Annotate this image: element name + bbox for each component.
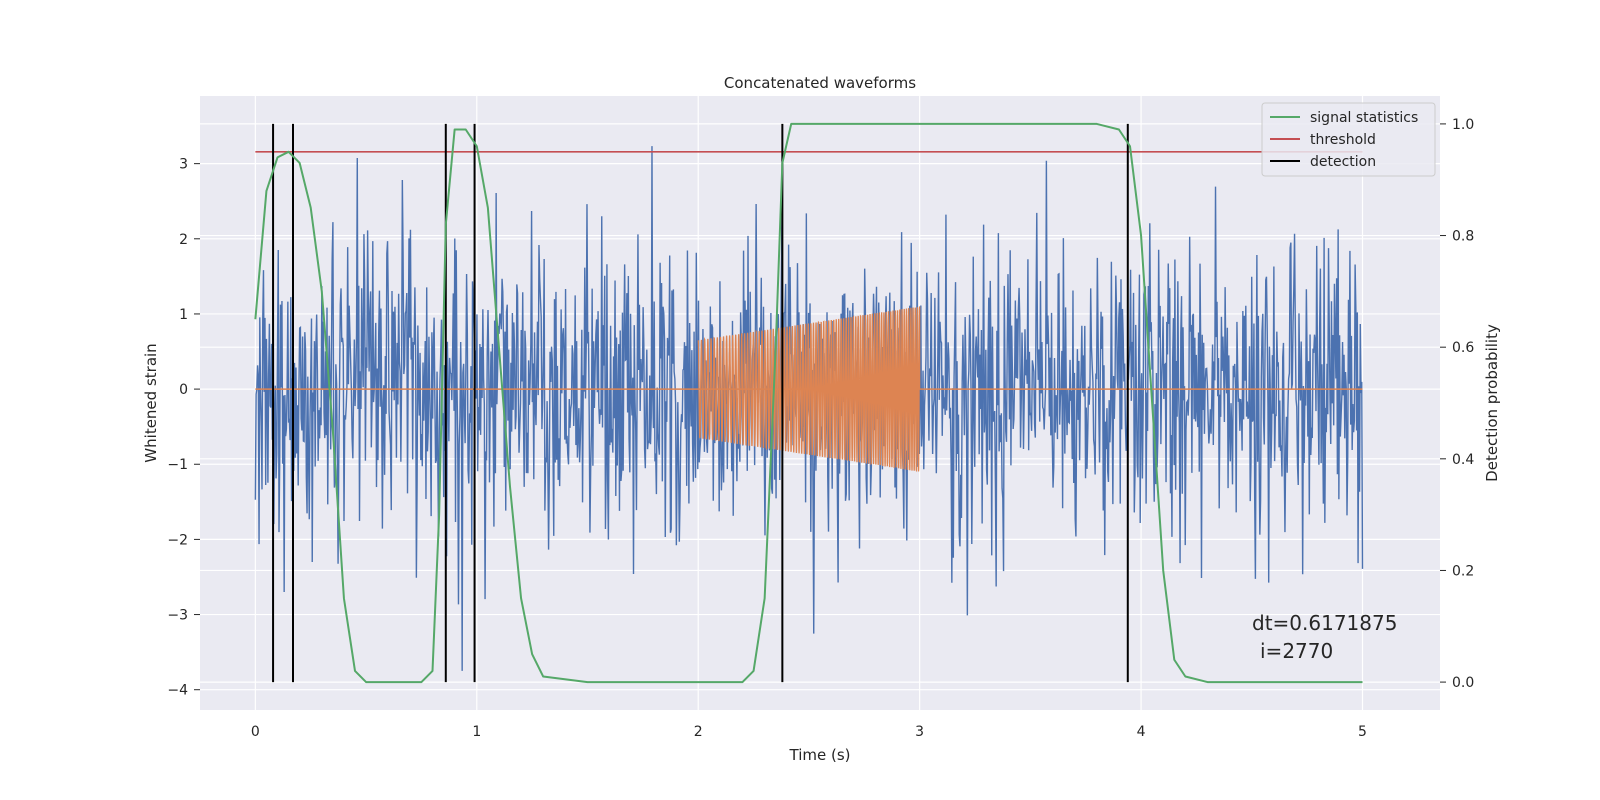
template-series — [255, 306, 1363, 473]
y2-tick-label: 0.4 — [1452, 452, 1474, 468]
legend-item-threshold: threshold — [1270, 132, 1376, 148]
legend-label-detection: detection — [1310, 154, 1376, 170]
y-tick-label: 0 — [179, 382, 188, 398]
legend-item-signal-statistics: signal statistics — [1270, 110, 1418, 126]
y2-tick-label: 1.0 — [1452, 117, 1474, 133]
statistics-series — [254, 122, 1363, 684]
x-tick-label: 3 — [915, 724, 924, 740]
annotation: dt=0.6171875 i=2770 — [1252, 611, 1397, 663]
tick-labels: 0 1 2 3 4 5 −4 −3 −2 −1 0 1 2 3 0.0 0.2 0.4 0.6 0.8 1.0 — [167, 117, 1474, 740]
y2-tick-label: 0.2 — [1452, 563, 1474, 579]
chart-title: Concatenated waveforms — [724, 74, 916, 92]
y-tick-label: −3 — [167, 608, 188, 624]
legend-label-signal-statistics: signal statistics — [1310, 110, 1418, 126]
x-tick-label: 5 — [1358, 724, 1367, 740]
x-tick-label: 4 — [1137, 724, 1146, 740]
template-line — [697, 306, 921, 473]
legend-item-detection: detection — [1270, 154, 1376, 170]
y-tick-label: −4 — [167, 683, 188, 699]
y2-tick-label: 0.6 — [1452, 340, 1474, 356]
y-tick-label: 2 — [179, 232, 188, 248]
y-tick-label: −1 — [167, 457, 188, 473]
x-axis-label: Time (s) — [789, 746, 851, 764]
y2-tick-label: 0.0 — [1452, 675, 1474, 691]
y2-axis-label: Detection probability — [1483, 324, 1501, 482]
y-axis-label: Whitened strain — [142, 343, 160, 462]
annotation-dt: dt=0.6171875 — [1252, 611, 1397, 635]
statistics-line — [254, 122, 1363, 684]
y-tick-label: −2 — [167, 532, 188, 548]
x-tick-label: 0 — [251, 724, 260, 740]
legend-label-threshold: threshold — [1310, 132, 1376, 148]
y-tick-label: 3 — [179, 157, 188, 173]
annotation-i: i=2770 — [1260, 639, 1333, 663]
y-tick-label: 1 — [179, 307, 188, 323]
x-tick-label: 2 — [694, 724, 703, 740]
x-tick-label: 1 — [472, 724, 481, 740]
y2-tick-label: 0.8 — [1452, 229, 1474, 245]
legend: signal statistics threshold detection — [1261, 102, 1436, 177]
legend-box — [1261, 102, 1436, 177]
detection-series — [272, 123, 1129, 683]
